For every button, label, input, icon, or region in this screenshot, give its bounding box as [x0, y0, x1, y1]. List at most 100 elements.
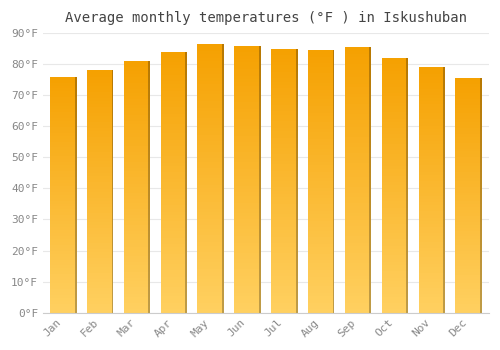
Bar: [74, 115, 76, 118]
Bar: [50, 85, 76, 89]
Bar: [198, 88, 224, 91]
Bar: [74, 174, 76, 177]
Bar: [418, 285, 445, 288]
Bar: [50, 177, 76, 180]
Bar: [160, 117, 187, 120]
Bar: [308, 119, 334, 122]
Bar: [382, 256, 408, 259]
Bar: [222, 78, 224, 81]
Bar: [296, 306, 298, 309]
Bar: [198, 68, 224, 71]
Bar: [148, 212, 150, 215]
Bar: [222, 54, 224, 57]
Bar: [198, 44, 224, 48]
Bar: [370, 279, 372, 283]
Bar: [418, 86, 445, 89]
Bar: [271, 154, 297, 158]
Bar: [406, 93, 408, 96]
Bar: [87, 303, 114, 307]
Bar: [185, 136, 187, 140]
Bar: [259, 159, 261, 162]
Bar: [456, 304, 482, 307]
Bar: [222, 309, 224, 313]
Bar: [259, 146, 261, 149]
Bar: [443, 150, 445, 153]
Bar: [345, 130, 372, 133]
Bar: [50, 242, 76, 245]
Bar: [418, 138, 445, 141]
Bar: [406, 131, 408, 134]
Bar: [308, 63, 334, 67]
Bar: [50, 257, 76, 260]
Bar: [160, 198, 187, 202]
Bar: [382, 236, 408, 239]
Bar: [480, 207, 482, 210]
Bar: [370, 196, 372, 200]
Bar: [185, 127, 187, 130]
Bar: [198, 259, 224, 262]
Bar: [160, 192, 187, 195]
Bar: [87, 146, 114, 149]
Bar: [234, 306, 261, 309]
Bar: [456, 245, 482, 248]
Bar: [406, 166, 408, 169]
Bar: [382, 147, 408, 150]
Bar: [382, 80, 408, 84]
Bar: [332, 142, 334, 145]
Bar: [124, 77, 150, 80]
Bar: [112, 98, 114, 101]
Bar: [456, 310, 482, 313]
Bar: [87, 210, 114, 213]
Bar: [259, 52, 261, 56]
Bar: [87, 134, 114, 137]
Bar: [308, 70, 334, 73]
Bar: [124, 152, 150, 155]
Bar: [259, 46, 261, 49]
Bar: [443, 181, 445, 184]
Bar: [370, 250, 372, 253]
Bar: [382, 185, 408, 189]
Bar: [456, 283, 482, 286]
Bar: [234, 106, 261, 109]
Bar: [259, 223, 261, 226]
Bar: [296, 134, 298, 138]
Bar: [160, 65, 187, 68]
Bar: [259, 286, 261, 289]
Bar: [148, 83, 150, 86]
Bar: [271, 276, 297, 280]
Bar: [198, 172, 224, 175]
Bar: [296, 78, 298, 82]
Bar: [234, 273, 261, 276]
Bar: [222, 57, 224, 61]
Bar: [222, 88, 224, 91]
Bar: [50, 103, 76, 106]
Bar: [443, 132, 445, 135]
Bar: [382, 309, 408, 313]
Bar: [296, 82, 298, 85]
Bar: [222, 84, 224, 88]
Bar: [124, 250, 150, 253]
Bar: [112, 180, 114, 182]
Bar: [234, 303, 261, 306]
Bar: [160, 267, 187, 270]
Bar: [456, 87, 482, 90]
Bar: [222, 259, 224, 262]
Bar: [418, 300, 445, 303]
Bar: [198, 296, 224, 299]
Bar: [456, 269, 482, 272]
Bar: [406, 192, 408, 195]
Bar: [160, 176, 187, 179]
Bar: [185, 247, 187, 251]
Bar: [480, 260, 482, 263]
Bar: [308, 99, 334, 103]
Bar: [124, 244, 150, 247]
Bar: [160, 290, 187, 293]
Bar: [198, 192, 224, 195]
Bar: [443, 236, 445, 239]
Bar: [308, 214, 334, 218]
Bar: [124, 118, 150, 121]
Bar: [370, 306, 372, 309]
Bar: [308, 260, 334, 264]
Bar: [222, 215, 224, 219]
Bar: [50, 212, 76, 215]
